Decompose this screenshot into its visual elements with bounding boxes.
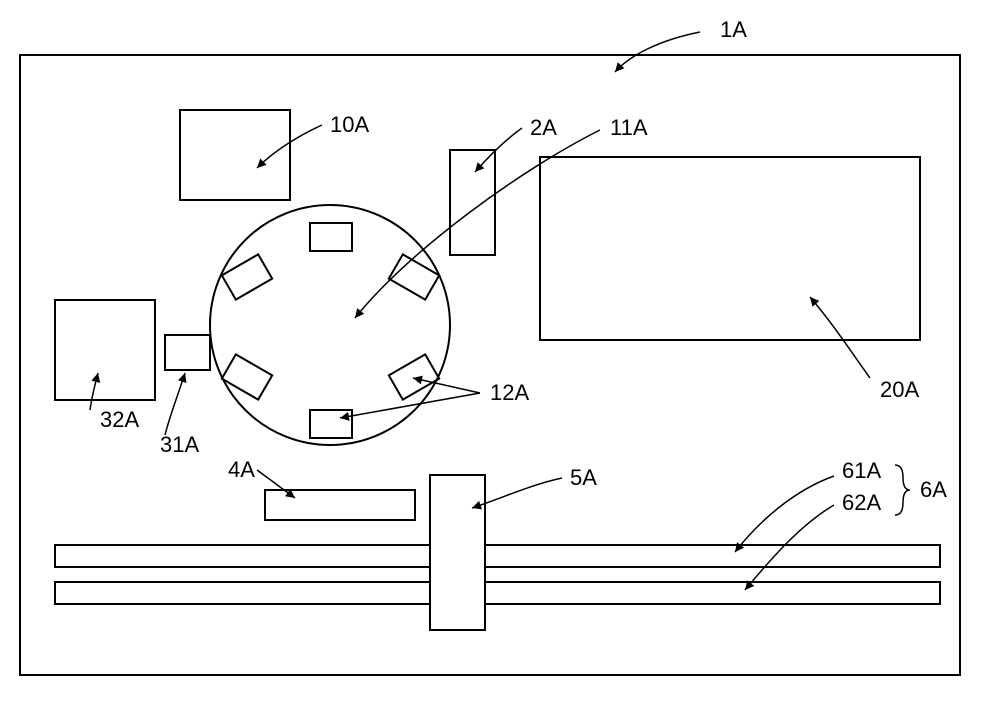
- leader-62A: [745, 505, 834, 590]
- leader-20A: [810, 297, 870, 378]
- rail-61A-right: [485, 545, 940, 567]
- box-32A: [55, 300, 155, 400]
- label-1A: 1A: [720, 17, 747, 42]
- label-6A: 6A: [920, 477, 947, 502]
- leader-1A: [615, 32, 700, 72]
- label-32A: 32A: [100, 407, 139, 432]
- label-20A: 20A: [880, 377, 919, 402]
- rail-61A-left: [55, 545, 430, 567]
- inner-rect-2: [389, 354, 439, 399]
- label-11A: 11A: [610, 115, 648, 140]
- box-31A: [165, 335, 210, 370]
- inner-rect-0: [310, 223, 352, 251]
- inner-rect-4: [222, 354, 272, 399]
- label-4A: 4A: [228, 457, 255, 482]
- rail-62A-left: [55, 582, 430, 604]
- arrowhead: [91, 373, 100, 383]
- label-10A: 10A: [330, 112, 369, 137]
- leader-12A-a: [413, 378, 480, 393]
- leader-11A: [355, 130, 600, 318]
- label-31A: 31A: [160, 432, 199, 457]
- arrowhead: [413, 376, 423, 385]
- label-12A: 12A: [490, 380, 529, 405]
- rail-62A-right: [485, 582, 940, 604]
- label-5A: 5A: [570, 465, 597, 490]
- diagram-canvas: 1A 10A 2A 11A 20A 32A 31A 4A 5A 61A 62A 12A 6A: [0, 0, 1000, 701]
- box-20A: [540, 157, 920, 340]
- brace-6A: [895, 465, 910, 515]
- arrowhead: [340, 412, 350, 421]
- box-2A: [450, 150, 495, 255]
- label-61A: 61A: [842, 458, 881, 483]
- label-2A: 2A: [530, 115, 557, 140]
- arrowhead: [810, 297, 819, 307]
- leader-31A: [165, 373, 185, 435]
- box-5A: [430, 475, 485, 630]
- box-10A: [180, 110, 290, 200]
- label-62A: 62A: [842, 490, 881, 515]
